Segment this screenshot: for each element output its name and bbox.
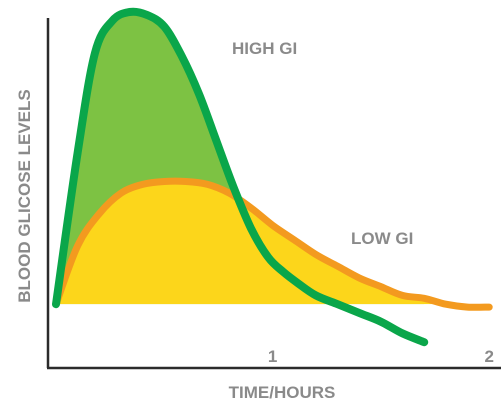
- y-axis-title: BLOOD GLICOSE LEVELS: [15, 89, 34, 302]
- high-gi-line: [52, 7, 429, 347]
- low-gi-line: [52, 177, 493, 311]
- series-lines: [52, 7, 493, 347]
- x-tick-label-2: 2: [484, 347, 493, 366]
- series-label-high-gi: HIGH GI: [232, 39, 297, 58]
- series-label-low-gi: LOW GI: [351, 229, 413, 248]
- low-gi-area: [56, 181, 446, 305]
- x-axis-title: TIME/HOURS: [229, 383, 336, 402]
- area-fills: [56, 11, 446, 305]
- x-tick-label-1: 1: [268, 347, 277, 366]
